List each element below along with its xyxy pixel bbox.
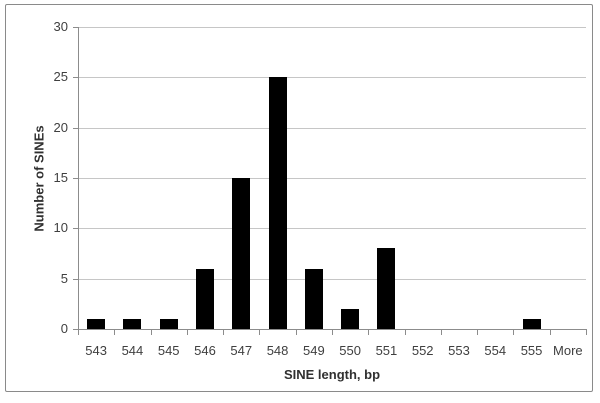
bar-546 <box>196 268 214 329</box>
y-axis-title: Number of SINEs <box>31 125 47 232</box>
bar-549 <box>304 268 323 329</box>
x-tick-mark-7 <box>332 330 333 335</box>
gridline-y-15 <box>78 178 586 179</box>
x-category-label-553: 553 <box>448 343 470 358</box>
x-tick-mark-1 <box>114 330 115 335</box>
y-tick-label-5: 5 <box>60 270 68 286</box>
x-tick-mark-11 <box>477 330 478 335</box>
gridline-y-10 <box>78 228 586 230</box>
x-category-label-More: More <box>553 343 583 358</box>
x-tick-mark-5 <box>259 330 260 335</box>
x-tick-mark-8 <box>368 330 369 335</box>
bar-551 <box>377 248 396 329</box>
gridline-y-30 <box>78 27 586 28</box>
bar-555 <box>522 318 541 329</box>
x-category-label-550: 550 <box>339 343 361 358</box>
x-category-label-552: 552 <box>411 343 434 358</box>
x-tick-mark-13 <box>550 330 551 335</box>
x-tick-mark-9 <box>405 330 406 335</box>
x-category-label-551: 551 <box>375 343 398 358</box>
x-category-label-555: 555 <box>520 343 543 358</box>
bar-547 <box>232 178 251 329</box>
bar-543 <box>87 318 106 329</box>
x-category-label-543: 543 <box>85 343 107 358</box>
x-tick-mark-3 <box>187 330 188 335</box>
x-tick-mark-6 <box>296 330 297 335</box>
gridline-y-25 <box>78 77 586 79</box>
x-tick-mark-2 <box>151 330 152 335</box>
x-axis-title: SINE length, bp <box>283 367 381 382</box>
x-category-label-546: 546 <box>194 343 216 358</box>
y-tick-mark-10 <box>73 228 78 230</box>
y-tick-mark-30 <box>73 27 78 28</box>
x-tick-mark-14 <box>586 330 587 335</box>
gridline-y-5 <box>78 278 586 280</box>
bar-544 <box>123 318 142 329</box>
y-tick-label-0: 0 <box>60 321 68 336</box>
x-tick-mark-4 <box>223 330 224 335</box>
y-tick-label-15: 15 <box>53 170 68 185</box>
x-category-label-545: 545 <box>157 343 180 358</box>
y-tick-label-20: 20 <box>53 119 68 135</box>
gridline-y-20 <box>78 127 586 129</box>
x-tick-mark-0 <box>78 330 79 335</box>
y-tick-label-10: 10 <box>53 220 68 236</box>
x-category-label-547: 547 <box>230 343 253 358</box>
y-tick-mark-25 <box>73 77 78 79</box>
y-axis-line <box>78 27 79 330</box>
plot-area <box>78 27 586 329</box>
y-tick-mark-20 <box>73 127 78 129</box>
y-tick-mark-5 <box>73 278 78 280</box>
x-tick-mark-12 <box>513 330 514 335</box>
x-category-label-554: 554 <box>484 343 507 358</box>
bar-545 <box>159 318 178 329</box>
x-tick-mark-10 <box>441 330 442 335</box>
y-tick-label-30: 30 <box>53 19 68 34</box>
bar-548 <box>268 77 287 329</box>
y-tick-mark-0 <box>73 329 78 330</box>
x-category-label-544: 544 <box>121 343 144 358</box>
x-axis-line <box>78 329 587 330</box>
x-category-label-548: 548 <box>266 343 289 358</box>
y-tick-label-25: 25 <box>53 69 68 85</box>
x-category-label-549: 549 <box>302 343 325 358</box>
chart-frame-border: 0 5 10 15 20 25 30 543 544 545 546 547 548 549 550 551… <box>5 4 593 392</box>
bar-550 <box>341 308 360 329</box>
y-tick-mark-15 <box>73 178 78 179</box>
